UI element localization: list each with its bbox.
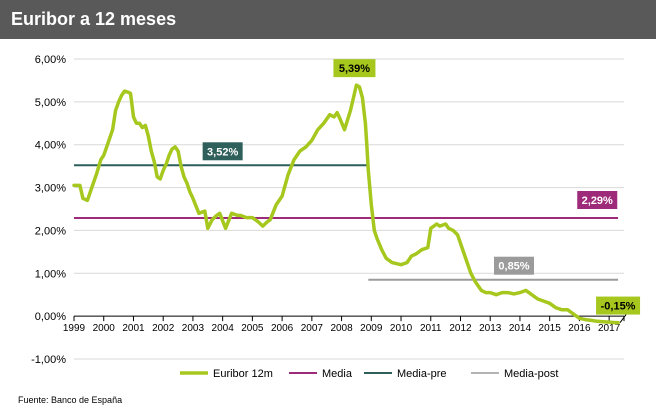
annotation-label: -0,15% [601,301,636,313]
legend-label: Media-post [504,368,558,380]
annotation: 3,52% [202,142,243,161]
chart-header: Euribor a 12 meses [0,0,656,39]
x-tick-label: 2017 [598,323,621,334]
annotation: 0,85% [494,256,534,275]
y-tick-label: 2,00% [35,225,66,237]
annotation-box [494,256,534,275]
chart-area: 6,00% 5,00% 4,00% 3,00% 2,00% 1,00% 0,00% -1,00… [0,39,656,385]
y-tick-label: 1,00% [35,268,66,280]
annotation-box [596,296,641,315]
annotation-leader [619,314,627,323]
x-tick-label: 2009 [360,323,383,334]
legend-item: Media [289,368,353,380]
x-tick-label: 2013 [479,323,502,334]
annotation: -0,15% [596,296,641,315]
annotation-label: 5,39% [339,63,370,75]
source-note: Fuente: Banco de España [18,395,123,405]
x-tick-label: 2015 [539,323,562,334]
x-tick-label: 2007 [301,323,324,334]
x-tick-label: 2008 [330,323,353,334]
x-tick-label: 2014 [509,323,532,334]
legend-label: Euribor 12m [213,368,273,380]
annotation-box [577,191,618,209]
annotation: 5,39% [333,59,376,78]
x-tick-label: 2005 [241,323,264,334]
legend-label: Media [322,368,353,380]
x-tick-label: 2003 [182,323,205,334]
chart-title: Euribor a 12 meses [11,9,177,29]
y-tick-label: 0,00% [35,311,66,323]
x-tick-label: 2010 [390,323,413,334]
line-chart: 6,00% 5,00% 4,00% 3,00% 2,00% 1,00% 0,00% -1,00… [31,54,641,380]
series-line-euribor-12m [72,83,620,325]
x-tick-label: 2002 [152,323,175,334]
annotation: 2,29% [577,191,618,209]
annotation-label: 2,29% [582,195,613,207]
annotation-box [202,142,243,161]
x-tick-label: 2006 [271,323,294,334]
y-tick-label: -1,00% [31,354,66,366]
y-tick-label: 3,00% [35,183,66,195]
annotation-label: 3,52% [207,146,238,158]
x-tick-label: 1999 [63,323,86,334]
y-tick-label: 5,00% [35,97,66,109]
x-tick-label: 2000 [93,323,116,334]
x-tick-label: 2004 [212,323,235,334]
legend-label: Media-pre [397,368,447,380]
annotation-box [333,59,376,78]
y-tick-label: 6,00% [35,54,66,66]
legend-item: Media-pre [364,368,447,380]
legend-item: Media-post [471,368,558,380]
y-tick-label: 4,00% [35,140,66,152]
annotation-label: 0,85% [498,261,529,273]
x-tick-label: 2012 [449,323,472,334]
legend-item: Euribor 12m [180,368,273,380]
x-tick-label: 2001 [122,323,145,334]
x-tick-label: 2016 [568,323,591,334]
x-tick-label: 2011 [420,323,442,334]
